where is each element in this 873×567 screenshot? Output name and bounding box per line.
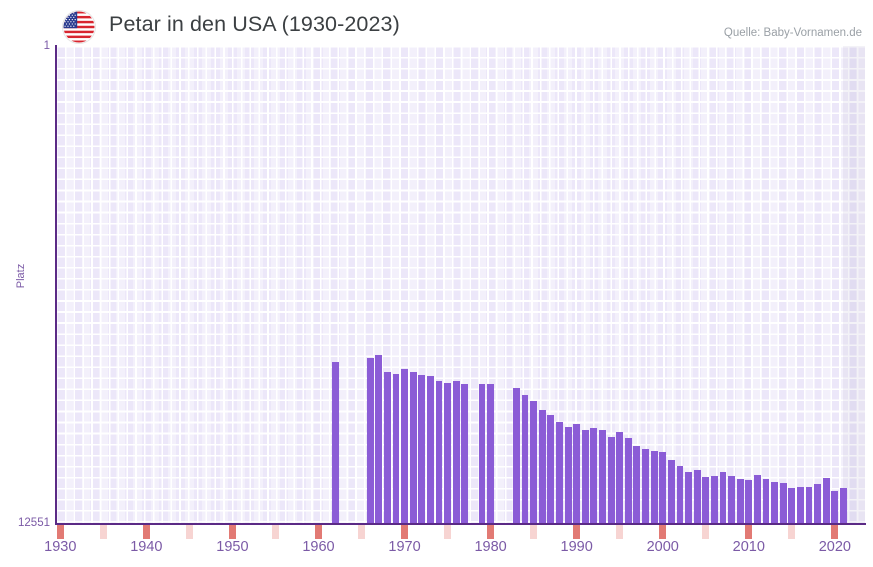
x-axis-label-2000: 2000 (646, 539, 679, 555)
bar-1972[interactable] (418, 374, 426, 524)
page-title: Petar in den USA (1930-2023) (109, 12, 400, 36)
x-axis-label-2010: 2010 (732, 539, 765, 555)
x-tick-major-1980 (487, 525, 495, 539)
bar-2017[interactable] (805, 487, 813, 524)
bar-2020[interactable] (831, 490, 839, 524)
bar-2001[interactable] (667, 459, 675, 524)
bar-1967[interactable] (375, 355, 383, 524)
bar-1990[interactable] (573, 424, 581, 524)
bar-2004[interactable] (693, 469, 701, 524)
bar-1999[interactable] (650, 451, 658, 524)
bar-2007[interactable] (719, 471, 727, 524)
bar-1996[interactable] (624, 438, 632, 524)
x-tick-minor-1995 (616, 525, 624, 539)
y-axis-tick-top: 1 (43, 40, 50, 52)
bar-1970[interactable] (401, 368, 408, 524)
bar-1991[interactable] (581, 429, 589, 524)
bar-1984[interactable] (521, 394, 529, 524)
x-tick-minor-1945 (185, 525, 193, 539)
bar-1979[interactable] (478, 383, 486, 524)
bar-1995[interactable] (616, 431, 624, 524)
x-tick-major-1960 (315, 525, 322, 539)
horizontal-gridlines (56, 46, 865, 524)
us-flag-icon (63, 11, 95, 43)
bar-1974[interactable] (435, 380, 443, 524)
x-axis-label-1970: 1970 (388, 539, 421, 555)
bar-series (56, 46, 865, 524)
x-tick-major-2000 (659, 525, 667, 539)
bar-1971[interactable] (409, 372, 417, 524)
x-tick-minor-1935 (99, 525, 107, 539)
plot-area (56, 46, 865, 524)
bar-1994[interactable] (607, 437, 615, 524)
bar-1973[interactable] (426, 375, 434, 524)
x-axis-label-1940: 1940 (130, 539, 163, 555)
bar-1977[interactable] (461, 384, 469, 524)
bar-2006[interactable] (710, 475, 718, 524)
bar-1993[interactable] (599, 430, 606, 524)
y-axis-line (55, 45, 57, 525)
bar-2012[interactable] (762, 479, 770, 524)
x-tick-major-2010 (745, 525, 753, 539)
source-attribution: Quelle: Baby-Vornamen.de (723, 27, 862, 39)
x-axis-label-1950: 1950 (216, 539, 249, 555)
bar-2010[interactable] (745, 480, 753, 524)
bar-1962[interactable] (332, 362, 340, 524)
bar-2015[interactable] (788, 487, 796, 524)
bar-2018[interactable] (814, 484, 822, 524)
x-axis-line (55, 523, 866, 525)
x-tick-minor-1965 (358, 525, 365, 539)
bar-1997[interactable] (633, 445, 641, 524)
x-tick-major-1950 (228, 525, 236, 539)
no-data-shaded-region (843, 46, 865, 524)
bar-1975[interactable] (444, 383, 452, 524)
bar-1966[interactable] (366, 358, 374, 524)
bar-1976[interactable] (452, 381, 460, 524)
bar-2021[interactable] (840, 488, 847, 524)
bar-1986[interactable] (538, 410, 546, 524)
bar-2000[interactable] (659, 452, 667, 524)
bar-1985[interactable] (530, 401, 538, 524)
chart-header: Petar in den USA (1930-2023) Quelle: Bab… (0, 0, 873, 46)
bar-1983[interactable] (512, 388, 520, 524)
bar-1998[interactable] (642, 449, 649, 524)
x-tick-major-1940 (142, 525, 150, 539)
bar-1992[interactable] (590, 427, 598, 524)
x-axis-labels: 1930 1940 1950 1960 1970 1980 1990 2000 2010 2020 (0, 539, 873, 567)
x-axis-label-2020: 2020 (818, 539, 852, 555)
x-tick-major-1970 (401, 525, 408, 539)
x-axis-label-1980: 1980 (474, 539, 507, 555)
x-tick-minor-1955 (272, 525, 279, 539)
bar-1968[interactable] (383, 371, 391, 524)
x-tick-major-2020 (831, 525, 839, 539)
bar-2003[interactable] (685, 472, 692, 524)
y-axis-title: Platz (15, 263, 27, 289)
bar-1987[interactable] (547, 415, 555, 524)
bar-1969[interactable] (392, 374, 400, 524)
x-tick-minor-2015 (788, 525, 796, 539)
bar-2013[interactable] (771, 481, 779, 524)
bar-2019[interactable] (822, 477, 830, 524)
bar-2009[interactable] (736, 478, 744, 524)
bar-1988[interactable] (556, 421, 563, 524)
bar-2011[interactable] (753, 474, 761, 524)
x-tick-minor-1985 (530, 525, 538, 539)
y-axis-tick-bottom: 12551 (18, 517, 50, 529)
bar-1989[interactable] (564, 426, 572, 524)
bar-1980[interactable] (487, 384, 495, 524)
x-axis-ticks (0, 525, 873, 539)
bar-2016[interactable] (797, 486, 804, 524)
x-axis-label-1930: 1930 (44, 539, 77, 555)
bar-2002[interactable] (676, 466, 684, 524)
x-tick-major-1990 (573, 525, 581, 539)
bar-2014[interactable] (779, 482, 787, 524)
x-tick-major-1930 (56, 525, 64, 539)
x-axis-label-1960: 1960 (302, 539, 335, 555)
x-tick-minor-2005 (702, 525, 710, 539)
bar-2005[interactable] (702, 477, 710, 524)
x-tick-minor-1975 (444, 525, 452, 539)
x-axis-label-1990: 1990 (560, 539, 593, 555)
bar-2008[interactable] (728, 476, 736, 524)
